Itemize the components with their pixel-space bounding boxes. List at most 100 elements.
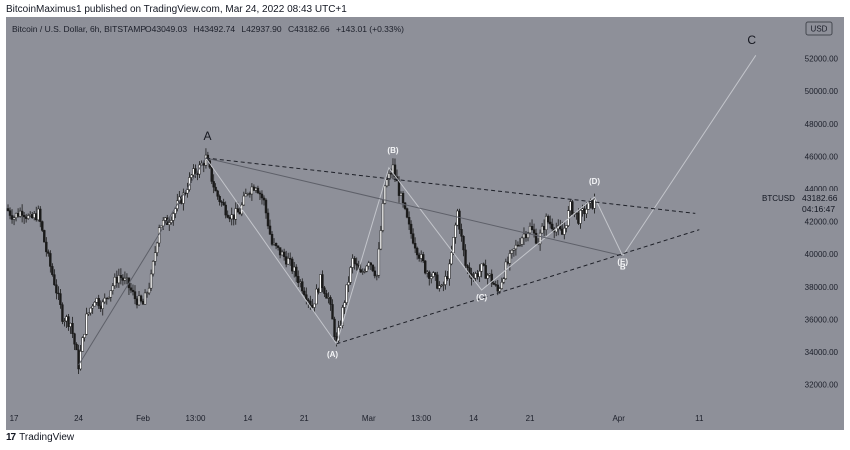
candle-body (115, 276, 119, 284)
candle-body (97, 298, 100, 307)
candle-body (20, 210, 24, 216)
candle-body (41, 221, 44, 231)
candle-body (125, 277, 129, 279)
candle-body (502, 278, 506, 283)
tradingview-footer: 17 TradingView (6, 432, 74, 443)
candle-body (450, 252, 453, 265)
candle-body (373, 270, 377, 277)
wave-label: C (747, 33, 756, 47)
candle-body (210, 166, 213, 182)
candle-body (544, 215, 548, 231)
currency-badge[interactable]: USD (811, 25, 828, 34)
candle-body (383, 185, 387, 204)
candle-body (18, 210, 22, 217)
candle-body (224, 204, 227, 216)
candle-body (422, 254, 425, 262)
candle-body (430, 276, 433, 279)
candle-body (65, 316, 68, 322)
candle-body (37, 208, 40, 221)
candle-body (317, 288, 320, 293)
candle-body (24, 216, 28, 219)
candle-body (14, 212, 18, 218)
candle-body (75, 343, 78, 351)
candle-body (512, 248, 516, 251)
candle-body (6, 208, 10, 211)
candle-body (274, 242, 278, 247)
y-tick-label: 34000.00 (805, 348, 839, 357)
wave-line-dashed (336, 229, 700, 345)
candle-body (216, 190, 219, 197)
candle-body (228, 217, 231, 220)
candle-body (113, 276, 117, 287)
candle-body (333, 318, 336, 337)
currency-badge-box[interactable] (805, 21, 833, 36)
candle-body (151, 261, 155, 275)
candle-body (26, 215, 30, 219)
candle-body (579, 210, 582, 224)
candle-body (417, 254, 421, 259)
candle-body (28, 214, 32, 216)
publisher-header: BitcoinMaximus1 published on TradingView… (6, 4, 347, 15)
candle-body (488, 273, 491, 276)
candle-body (252, 186, 256, 191)
candle-body (458, 210, 461, 230)
candle-body (73, 333, 76, 345)
candle-body (385, 179, 389, 187)
candle-body (315, 288, 318, 305)
candle-body (530, 226, 534, 230)
y-tick-label: 38000.00 (805, 283, 839, 292)
candle-body (258, 192, 262, 195)
candle-body (119, 275, 123, 279)
candle-body (438, 285, 441, 289)
candle-body (361, 271, 364, 273)
candle-body (454, 224, 457, 238)
wave-label: B (620, 263, 626, 272)
price-chart[interactable]: A (B) (D) (A) (C) (E)B C 52000.00 50000.00 48000… (6, 17, 844, 430)
candle-body (466, 265, 469, 268)
price-chart-panel[interactable]: A (B) (D) (A) (C) (E) B C 52000.00 50000.00 48000… (6, 17, 844, 430)
candle-body (214, 186, 217, 192)
candle-body (305, 294, 308, 301)
candle-body (192, 168, 195, 176)
candle-body (59, 293, 62, 305)
candle-body (381, 203, 385, 231)
ohlc-low-label: L (241, 24, 246, 34)
symbol-tag: BTCUSD (762, 194, 795, 203)
candle-body (446, 276, 449, 279)
last-price-box (797, 191, 844, 215)
candle-body (486, 275, 489, 279)
wave-label: (E) (617, 258, 628, 267)
candle-body (426, 271, 429, 274)
candle-body (444, 276, 447, 285)
candle-body (581, 208, 584, 211)
candle-body (436, 274, 439, 289)
wave-line-solid-gray (78, 157, 207, 366)
candle-body (506, 261, 510, 264)
candle-body (341, 307, 344, 326)
candle-body (448, 263, 451, 279)
wave-label: (B) (387, 146, 398, 155)
candle-body (490, 273, 493, 284)
candle-body (593, 198, 596, 209)
candle-body (405, 208, 409, 218)
candle-body (359, 269, 362, 273)
candle-body (220, 201, 223, 203)
candle-body (272, 242, 276, 245)
candle-body (31, 214, 34, 219)
x-tick-label: 14 (243, 414, 252, 423)
candle-body (172, 213, 175, 221)
candle-body (10, 215, 14, 220)
candle-body (232, 214, 235, 220)
candle-body (95, 298, 98, 303)
ohlc-readout: O43049.03 H43492.74 L42937.90 C43182.66 … (145, 24, 404, 34)
candle-body (278, 247, 282, 256)
candle-body (331, 304, 334, 320)
candle-body (351, 258, 354, 268)
candle-body (516, 244, 520, 247)
candle-body (415, 247, 419, 256)
candle-body (375, 274, 379, 277)
candle-body (301, 281, 304, 292)
candle-body (534, 232, 538, 244)
candle-body (476, 273, 479, 277)
candle-body (39, 208, 42, 222)
